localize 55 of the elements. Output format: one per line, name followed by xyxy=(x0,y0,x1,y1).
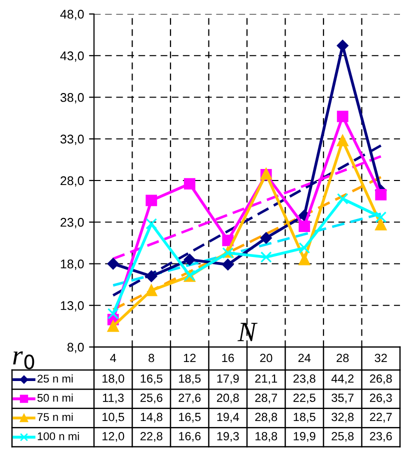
data-label: 18,5 xyxy=(294,412,316,423)
data-label: 26,3 xyxy=(370,394,392,404)
legend-label: 75 n mi xyxy=(38,412,73,421)
y-tick-label: 28,0 xyxy=(60,176,84,187)
data-label: 18,8 xyxy=(256,432,278,442)
y-tick-label: 23,0 xyxy=(60,218,84,228)
data-label: 28,8 xyxy=(255,412,278,423)
legend-label: 25 n mi xyxy=(38,374,73,383)
data-label: 21,1 xyxy=(255,374,278,384)
y-tick-label: 48,0 xyxy=(60,10,84,20)
x-tick-label: 12 xyxy=(184,354,196,362)
y-tick-label: 8,0 xyxy=(67,342,84,354)
x-tick-label: 24 xyxy=(298,354,311,362)
data-label: 25,8 xyxy=(332,432,354,442)
x-axis-title: N xyxy=(238,322,258,342)
data-label: 14,8 xyxy=(140,412,162,423)
x-tick-label: 20 xyxy=(260,354,272,362)
x-tick-label: 8 xyxy=(148,354,154,362)
x-tick-label: 28 xyxy=(336,354,349,362)
data-label: 20,8 xyxy=(216,394,239,404)
x-tick-label: 32 xyxy=(374,354,387,362)
data-label: 10,5 xyxy=(102,412,124,423)
data-label: 35,7 xyxy=(332,394,354,404)
y-tick-label: 13,0 xyxy=(60,301,84,312)
data-label: 28,7 xyxy=(255,394,278,404)
data-label: 25,6 xyxy=(140,394,162,404)
data-label: 19,3 xyxy=(217,432,239,442)
data-label: 16,5 xyxy=(140,374,162,384)
data-label: 11,3 xyxy=(102,394,124,404)
y-tick-label: 43,0 xyxy=(60,51,84,62)
data-label: 26,8 xyxy=(370,374,392,384)
data-label: 17,9 xyxy=(217,374,239,384)
data-label: 22,7 xyxy=(370,412,392,423)
legend-label: 100 n mi xyxy=(38,432,79,440)
data-label: 18,5 xyxy=(179,374,201,384)
data-label: 22,5 xyxy=(293,394,316,404)
x-tick-label: 16 xyxy=(222,354,234,362)
data-label: 44,2 xyxy=(331,374,354,384)
y-tick-label: 18,0 xyxy=(60,260,84,270)
data-label: 32,8 xyxy=(332,412,354,423)
data-label: 19,4 xyxy=(217,412,240,423)
data-label: 23,8 xyxy=(293,374,316,384)
data-label: 16,5 xyxy=(179,412,201,423)
data-label: 22,8 xyxy=(140,432,162,442)
data-label: 23,6 xyxy=(370,432,392,442)
y-tick-label: 33,0 xyxy=(60,134,84,146)
y-tick-label: 38,0 xyxy=(60,93,84,104)
y-axis-title: r$_{0}$ xyxy=(13,351,34,370)
x-tick-label: 4 xyxy=(110,354,116,362)
data-label: 18,0 xyxy=(102,374,124,384)
data-label: 19,9 xyxy=(294,432,316,442)
data-label: 16,6 xyxy=(179,432,201,442)
legend-label: 50 n mi xyxy=(37,394,73,402)
data-label: 12,0 xyxy=(102,432,124,442)
data-label: 27,6 xyxy=(178,394,201,404)
